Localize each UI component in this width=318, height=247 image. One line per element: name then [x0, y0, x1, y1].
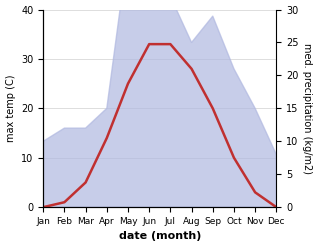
Y-axis label: max temp (C): max temp (C)	[5, 75, 16, 142]
X-axis label: date (month): date (month)	[119, 231, 201, 242]
Y-axis label: med. precipitation (kg/m2): med. precipitation (kg/m2)	[302, 43, 313, 174]
